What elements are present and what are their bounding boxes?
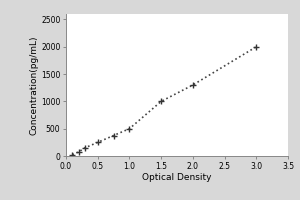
Y-axis label: Concentration(pg/mL): Concentration(pg/mL) <box>29 35 38 135</box>
X-axis label: Optical Density: Optical Density <box>142 173 212 182</box>
